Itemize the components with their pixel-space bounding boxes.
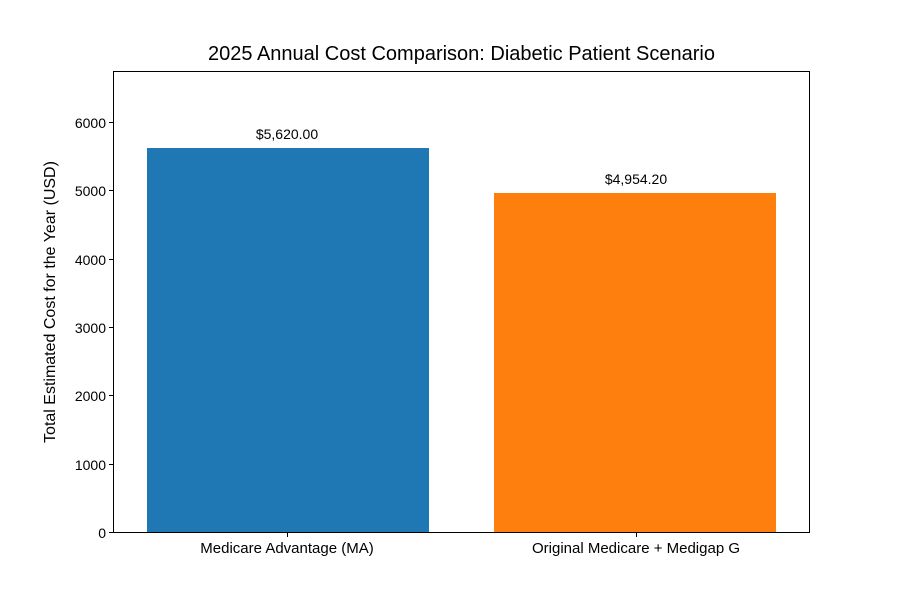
bar xyxy=(147,148,429,532)
y-tick-label: 2000 xyxy=(74,388,106,405)
y-axis-tick xyxy=(109,121,113,123)
y-axis-tick xyxy=(109,190,113,192)
bar xyxy=(494,193,776,532)
y-axis-tick xyxy=(109,532,113,533)
y-axis-tick xyxy=(109,395,113,397)
y-axis-tick xyxy=(109,463,113,465)
y-tick-label: 3000 xyxy=(74,319,106,336)
bar-value-label: $4,954.20 xyxy=(604,171,668,187)
y-tick-label: 5000 xyxy=(74,183,106,200)
y-tick-label: 1000 xyxy=(74,456,106,473)
y-axis-tick xyxy=(109,258,113,260)
x-axis-tick xyxy=(287,533,288,537)
bar-value-label: $5,620.00 xyxy=(255,126,319,142)
x-tick-label: Medicare Advantage (MA) xyxy=(200,540,374,557)
y-axis-tick xyxy=(109,326,113,328)
y-tick-label: 0 xyxy=(98,525,106,541)
y-tick-label: 6000 xyxy=(74,114,106,131)
y-tick-label: 4000 xyxy=(74,251,106,268)
x-axis-tick xyxy=(636,533,637,537)
x-tick-label: Original Medicare + Medigap G xyxy=(531,540,740,557)
chart-title: 2025 Annual Cost Comparison: Diabetic Pa… xyxy=(208,43,715,65)
plot-area xyxy=(113,71,810,533)
y-axis-label: Total Estimated Cost for the Year (USD) xyxy=(42,161,59,443)
